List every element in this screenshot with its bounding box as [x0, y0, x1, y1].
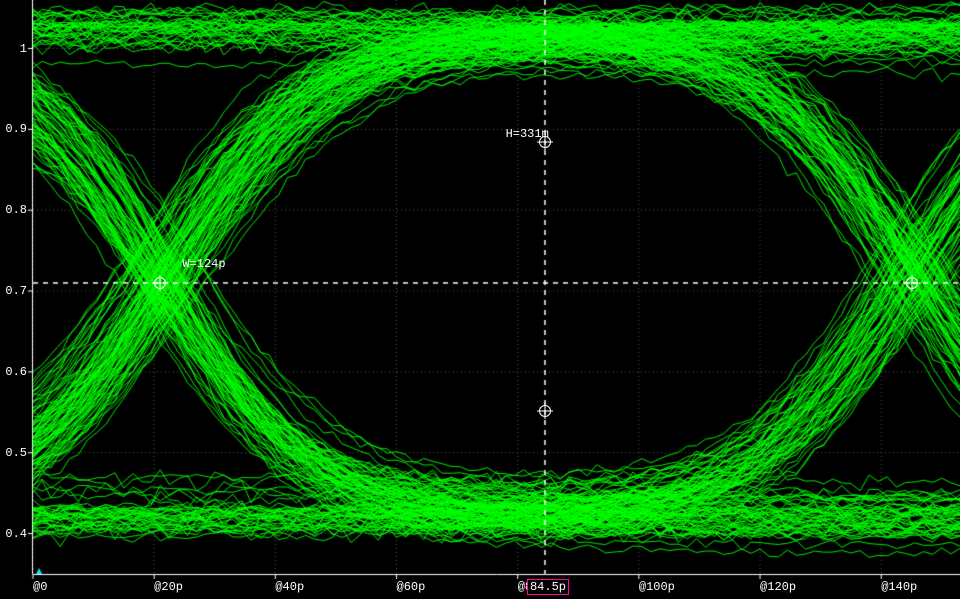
eye-diagram-viewer[interactable]: 0.40.50.60.70.80.91 @0@20p@40p@60p@80p@1… [0, 0, 960, 599]
eye-diagram-plot [0, 0, 960, 599]
